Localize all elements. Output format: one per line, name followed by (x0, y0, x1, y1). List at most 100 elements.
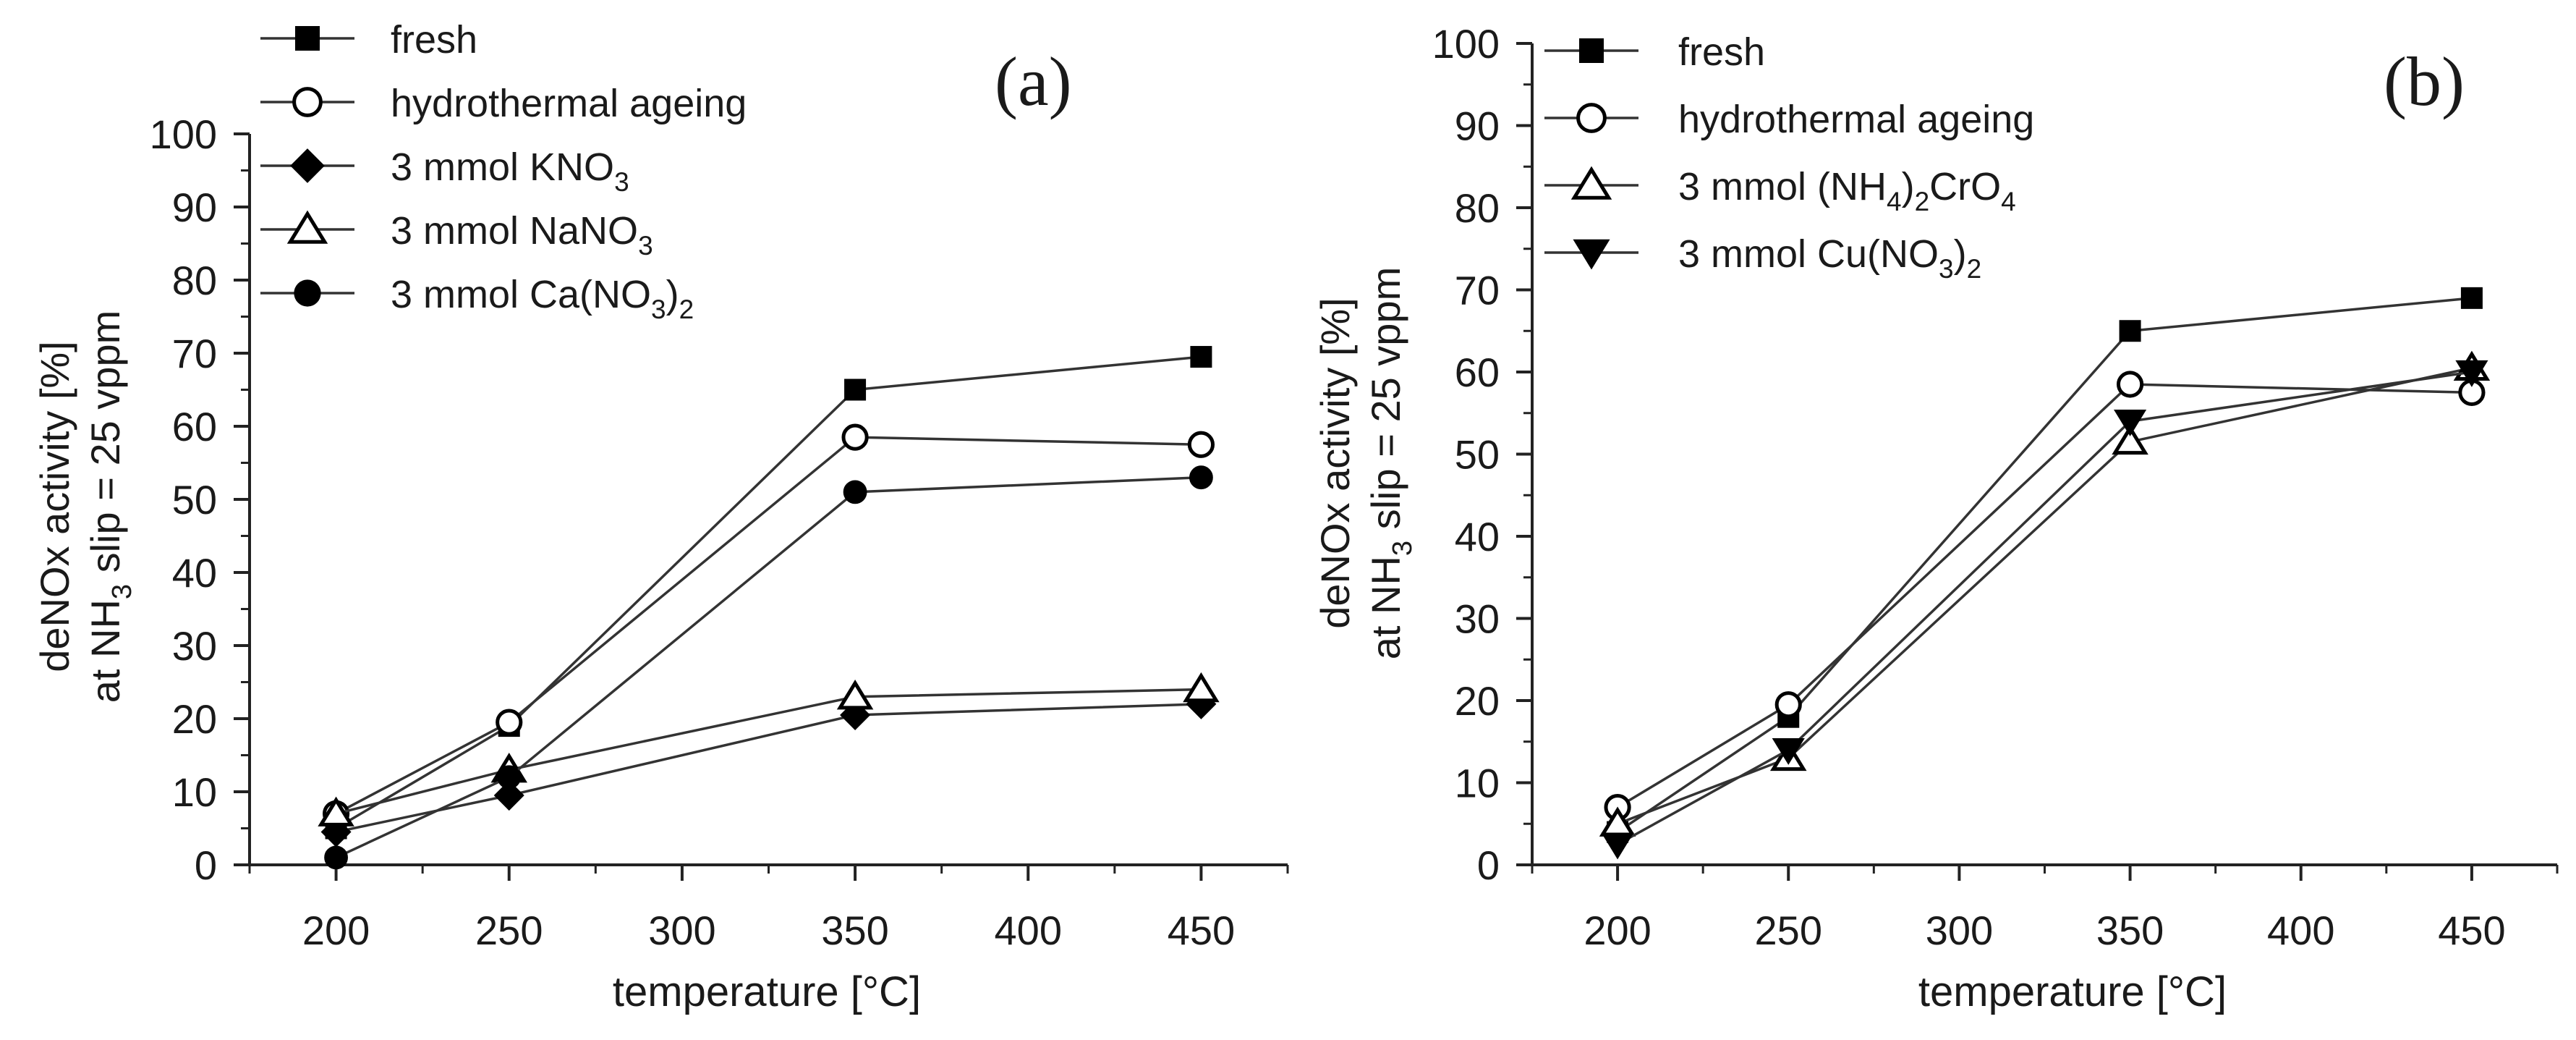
y-tick-label: 80 (1455, 185, 1500, 231)
series-3-mmol-ca-no3-2 (324, 465, 1213, 870)
data-point (324, 845, 348, 870)
legend-label: fresh (391, 18, 477, 62)
panel-label: (b) (2384, 43, 2465, 120)
x-axis-title: temperature [°C] (1918, 968, 2227, 1015)
data-point (497, 765, 522, 790)
y-axis-title-part: slip = 25 vppm (82, 310, 128, 584)
legend-item-3-mmol-ca-no3-2: 3 mmol Ca(NO3)2 (260, 273, 694, 324)
data-point (2114, 409, 2147, 436)
x-tick-label: 200 (1584, 908, 1651, 953)
legend-label-subscript: 3 (638, 231, 653, 261)
legend-label: hydrothermal ageing (391, 82, 747, 125)
x-axis-title: temperature [°C] (613, 968, 921, 1015)
y-tick-label: 20 (172, 696, 217, 742)
legend-label-subscript: 4 (1887, 187, 1902, 216)
legend-marker (292, 87, 323, 117)
data-point (1601, 832, 1634, 860)
x-tick-label: 300 (648, 908, 715, 953)
legend-item-3-mmol-nh4-2cro4: 3 mmol (NH4)2CrO4 (1544, 165, 2016, 216)
y-tick-label: 0 (1477, 842, 1500, 888)
legend-label-part: ) (1902, 165, 1915, 208)
x-tick-label: 300 (1926, 908, 1993, 953)
data-point (496, 709, 523, 736)
legend-marker (286, 210, 328, 244)
y-axis-title-part: at NH (82, 599, 128, 703)
series-line (1617, 383, 2472, 809)
legend-marker (1579, 38, 1604, 63)
x-tick-label: 350 (2096, 908, 2164, 953)
data-point (844, 379, 867, 401)
legend-item-hydrothermal-ageing: hydrothermal ageing (260, 82, 747, 125)
y-axis-title-line2: at NH3 slip = 25 vppm (1363, 267, 1418, 660)
data-point (1190, 346, 1212, 368)
y-axis-title-part: at NH (1363, 556, 1408, 659)
legend: fresh hydrothermal ageing 3 mmol KNO3 3 mmo… (260, 18, 747, 324)
panel-a: 200 250 300 350 400 450 0 10 20 30 40 50 60 70 80 90 100… (32, 18, 1289, 1015)
legend-label-part: 3 mmol Cu(NO (1678, 232, 1939, 276)
x-tick-label: 450 (2438, 908, 2505, 953)
y-tick-label: 20 (1455, 678, 1500, 724)
x-tick-label: 350 (821, 908, 888, 953)
data-point (1774, 691, 1802, 719)
series-line (336, 688, 1202, 815)
series-line (335, 355, 1202, 830)
data-point (2112, 424, 2148, 455)
y-tick-label: 70 (172, 331, 217, 376)
series-line (335, 436, 1202, 815)
legend-item-fresh: fresh (260, 18, 477, 62)
y-tick-label: 60 (172, 404, 217, 449)
legend-label: 3 mmol (NH4)2CrO4 (1678, 165, 2016, 216)
legend-marker (1570, 166, 1612, 200)
data-point (318, 796, 354, 826)
legend-item-fresh: fresh (1544, 30, 1765, 74)
series-line (1617, 297, 2473, 834)
legend-label-part: 3 mmol NaNO (391, 209, 638, 253)
y-tick-label: 40 (1455, 514, 1500, 559)
series-3-mmol-cu-no3-2 (1601, 360, 2488, 860)
legend-label-part: ) (666, 273, 679, 316)
data-point (2116, 371, 2144, 398)
legend-label-subscript: 3 (651, 295, 666, 324)
legend-label-subscript: 2 (1915, 187, 1930, 216)
y-tick-label: 40 (172, 550, 217, 596)
data-point (2460, 287, 2483, 309)
legend-marker (290, 148, 325, 183)
series-line (335, 475, 1202, 859)
legend-marker (295, 26, 320, 51)
legend-label: 3 mmol Ca(NO3)2 (391, 273, 694, 324)
legend-label-subscript: 2 (1967, 254, 1982, 284)
y-axis-title-line2: at NH3 slip = 25 vppm (82, 310, 137, 703)
legend-item-3-mmol-kno3: 3 mmol KNO3 (260, 145, 629, 197)
legend-label-subscript: 3 (614, 167, 629, 197)
x-tick-label: 250 (475, 908, 543, 953)
data-point (1772, 737, 1805, 765)
legend-label-subscript: 2 (679, 295, 694, 324)
y-tick-label: 0 (195, 842, 217, 888)
legend-label-part: 3 mmol (NH (1678, 165, 1887, 208)
data-point (2455, 360, 2488, 387)
legend-label-part: hydrothermal ageing (1678, 98, 2034, 141)
y-tick-label: 50 (1455, 432, 1500, 478)
series-line (336, 703, 1202, 834)
y-tick-label: 70 (1455, 268, 1500, 313)
y-axis-title-subscript: 3 (107, 584, 137, 599)
y-tick-label: 30 (1455, 596, 1500, 642)
x-tick-label: 200 (302, 908, 370, 953)
panel-b: 200 250 300 350 400 450 0 10 20 30 40 50 60 70 80 90 100… (1312, 21, 2559, 1015)
legend-label-part: hydrothermal ageing (391, 82, 747, 125)
legend-item-3-mmol-cu-no3-2: 3 mmol Cu(NO3)2 (1544, 232, 1981, 284)
x-tick-label: 450 (1168, 908, 1235, 953)
data-point (1189, 465, 1213, 490)
legend-label-part: 3 mmol Ca(NO (391, 273, 651, 316)
y-tick-label: 10 (172, 769, 217, 815)
data-point (841, 423, 869, 451)
legend-item-hydrothermal-ageing: hydrothermal ageing (1544, 98, 2034, 141)
data-point (2119, 320, 2141, 342)
data-point (1187, 431, 1215, 458)
data-point (836, 680, 874, 710)
series-line (1617, 366, 2473, 825)
legend-label-part: CrO (1929, 165, 2001, 208)
